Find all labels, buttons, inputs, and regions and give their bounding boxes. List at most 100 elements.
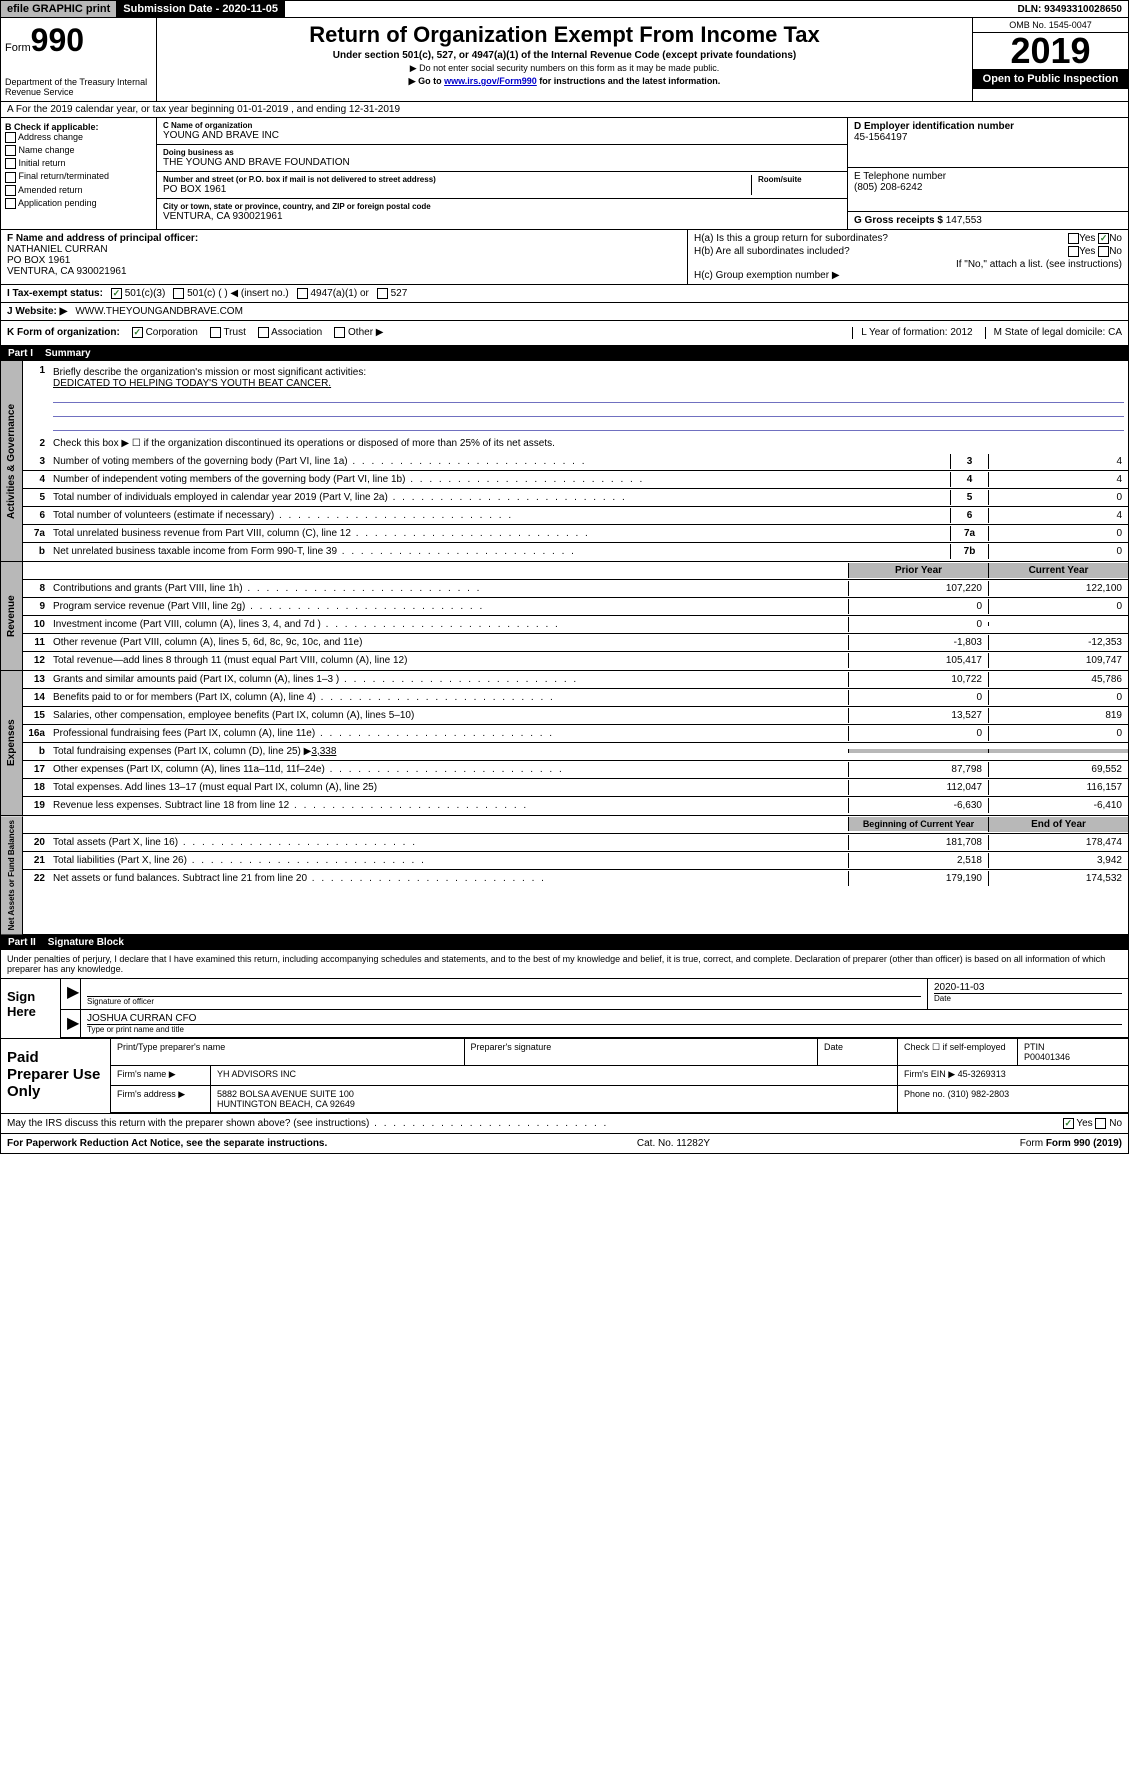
line-20-prior: 181,708: [848, 835, 988, 850]
firm-ein: 45-3269313: [958, 1069, 1006, 1079]
note-ssn: ▶ Do not enter social security numbers o…: [165, 63, 964, 74]
self-employed-check[interactable]: Check ☐ if self-employed: [898, 1039, 1018, 1065]
line-13-current: 45,786: [988, 672, 1128, 687]
line-7a-val: 0: [988, 526, 1128, 541]
dba-value: THE YOUNG AND BRAVE FOUNDATION: [163, 157, 841, 168]
note-link: ▶ Go to www.irs.gov/Form990 for instruct…: [165, 76, 964, 87]
check-address-change[interactable]: Address change: [5, 132, 152, 143]
form-footer: Form Form 990 (2019): [1020, 1138, 1122, 1149]
line-22-desc: Net assets or fund balances. Subtract li…: [49, 871, 848, 886]
line-21-current: 3,942: [988, 853, 1128, 868]
line-12-prior: 105,417: [848, 653, 988, 668]
firm-phone: (310) 982-2803: [948, 1089, 1010, 1099]
line-19-current: -6,410: [988, 798, 1128, 813]
col-h-group: H(a) Is this a group return for subordin…: [688, 230, 1128, 284]
sign-here-label: Sign Here: [1, 979, 61, 1038]
ein-value: 45-1564197: [854, 132, 1122, 143]
ha-answer: Yes No: [1068, 233, 1122, 244]
netassets-section: Net Assets or Fund Balances Beginning of…: [0, 816, 1129, 935]
addr-label: Number and street (or P.O. box if mail i…: [163, 175, 751, 184]
line-17-num: 17: [23, 764, 49, 775]
org-name: YOUNG AND BRAVE INC: [163, 130, 841, 141]
begin-year-header: Beginning of Current Year: [848, 817, 988, 831]
check-app-pending[interactable]: Application pending: [5, 198, 152, 209]
city-value: VENTURA, CA 930021961: [163, 211, 841, 222]
opt-assoc[interactable]: Association: [258, 327, 322, 338]
governance-section: Activities & Governance 1 Briefly descri…: [0, 361, 1129, 562]
website-url: WWW.THEYOUNGANDBRAVE.COM: [75, 306, 243, 317]
row-klm: K Form of organization: Corporation Trus…: [0, 321, 1129, 345]
part2-title: Signature Block: [48, 937, 124, 948]
line-3-box: 3: [950, 454, 988, 469]
gross-value: 147,553: [946, 215, 982, 226]
line-16b-prior: [848, 749, 988, 753]
line-16a-prior: 0: [848, 726, 988, 741]
check-final-return[interactable]: Final return/terminated: [5, 171, 152, 182]
line-11-prior: -1,803: [848, 635, 988, 650]
form-header: Form990 Department of the Treasury Inter…: [0, 18, 1129, 102]
dln: DLN: 93493310028650: [1011, 2, 1128, 17]
line-5-desc: Total number of individuals employed in …: [49, 490, 950, 505]
form-number: Form990: [5, 22, 152, 59]
line-20-current: 178,474: [988, 835, 1128, 850]
part1-label: Part I: [8, 348, 33, 359]
line-10-desc: Investment income (Part VIII, column (A)…: [49, 617, 848, 632]
irs-link[interactable]: www.irs.gov/Form990: [444, 76, 537, 86]
firm-name-label: Firm's name ▶: [111, 1066, 211, 1085]
form-org-label: K Form of organization:: [7, 327, 120, 338]
opt-501c[interactable]: 501(c) ( ) ◀ (insert no.): [173, 288, 288, 299]
line-18-desc: Total expenses. Add lines 13–17 (must eq…: [49, 780, 848, 795]
discuss-text: May the IRS discuss this return with the…: [7, 1118, 608, 1129]
officer-addr1: PO BOX 1961: [7, 255, 681, 266]
line-7a-num: 7a: [23, 528, 49, 539]
row-a-period: A For the 2019 calendar year, or tax yea…: [0, 102, 1129, 118]
line-7a-box: 7a: [950, 526, 988, 541]
line-7a-desc: Total unrelated business revenue from Pa…: [49, 526, 950, 541]
opt-4947[interactable]: 4947(a)(1) or: [297, 288, 369, 299]
efile-label[interactable]: efile GRAPHIC print: [1, 1, 117, 17]
dba-label: Doing business as: [163, 148, 841, 157]
discuss-answer: Yes No: [1063, 1118, 1122, 1129]
opt-other[interactable]: Other ▶: [334, 327, 383, 338]
governance-side-label: Activities & Governance: [1, 361, 23, 561]
line-5-box: 5: [950, 490, 988, 505]
opt-trust[interactable]: Trust: [210, 327, 246, 338]
check-initial-return[interactable]: Initial return: [5, 158, 152, 169]
opt-527[interactable]: 527: [377, 288, 407, 299]
line-2-desc: Check this box ▶ ☐ if the organization d…: [49, 436, 1128, 451]
line-16b-num: b: [23, 746, 49, 757]
tax-status-label: I Tax-exempt status:: [7, 288, 103, 299]
line-9-current: 0: [988, 599, 1128, 614]
tax-year: 2019: [973, 33, 1128, 69]
check-name-change[interactable]: Name change: [5, 145, 152, 156]
preparer-date-header: Date: [818, 1039, 898, 1065]
line-5-val: 0: [988, 490, 1128, 505]
line-16b-val: 3,338: [311, 746, 336, 757]
paid-preparer-label: Paid Preparer Use Only: [1, 1039, 111, 1113]
line-19-desc: Revenue less expenses. Subtract line 18 …: [49, 798, 848, 813]
line-16a-desc: Professional fundraising fees (Part IX, …: [49, 726, 848, 741]
officer-addr2: VENTURA, CA 930021961: [7, 266, 681, 277]
line-8-current: 122,100: [988, 581, 1128, 596]
current-year-header: Current Year: [988, 563, 1128, 578]
form-title: Return of Organization Exempt From Incom…: [165, 22, 964, 48]
phone-value: (805) 208-6242: [854, 182, 1122, 193]
opt-501c3[interactable]: 501(c)(3): [111, 288, 165, 299]
line-16a-current: 0: [988, 726, 1128, 741]
firm-addr-label: Firm's address ▶: [111, 1086, 211, 1112]
room-label: Room/suite: [758, 175, 841, 184]
check-amended[interactable]: Amended return: [5, 185, 152, 196]
line-6-desc: Total number of volunteers (estimate if …: [49, 508, 950, 523]
part1-header: Part I Summary: [0, 346, 1129, 361]
line-17-prior: 87,798: [848, 762, 988, 777]
cat-number: Cat. No. 11282Y: [637, 1138, 710, 1149]
addr-value: PO BOX 1961: [163, 184, 751, 195]
sig-date-label: Date: [934, 993, 1122, 1003]
opt-corp[interactable]: Corporation: [132, 327, 198, 338]
col-b-heading: B Check if applicable:: [5, 122, 152, 132]
line-10-prior: 0: [848, 617, 988, 632]
line-4-val: 4: [988, 472, 1128, 487]
line-15-num: 15: [23, 710, 49, 721]
paperwork-notice: For Paperwork Reduction Act Notice, see …: [7, 1138, 327, 1149]
revenue-section: Revenue Prior YearCurrent Year 8Contribu…: [0, 562, 1129, 671]
